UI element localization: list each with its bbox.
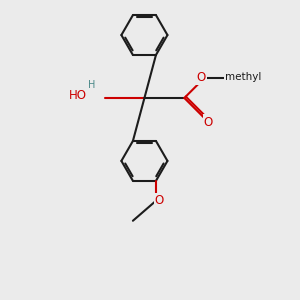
Text: H: H — [88, 80, 95, 90]
Text: O: O — [155, 194, 164, 207]
Text: O: O — [204, 116, 213, 129]
Text: O: O — [196, 71, 206, 84]
Text: methyl: methyl — [225, 72, 261, 82]
Text: HO: HO — [69, 89, 87, 102]
